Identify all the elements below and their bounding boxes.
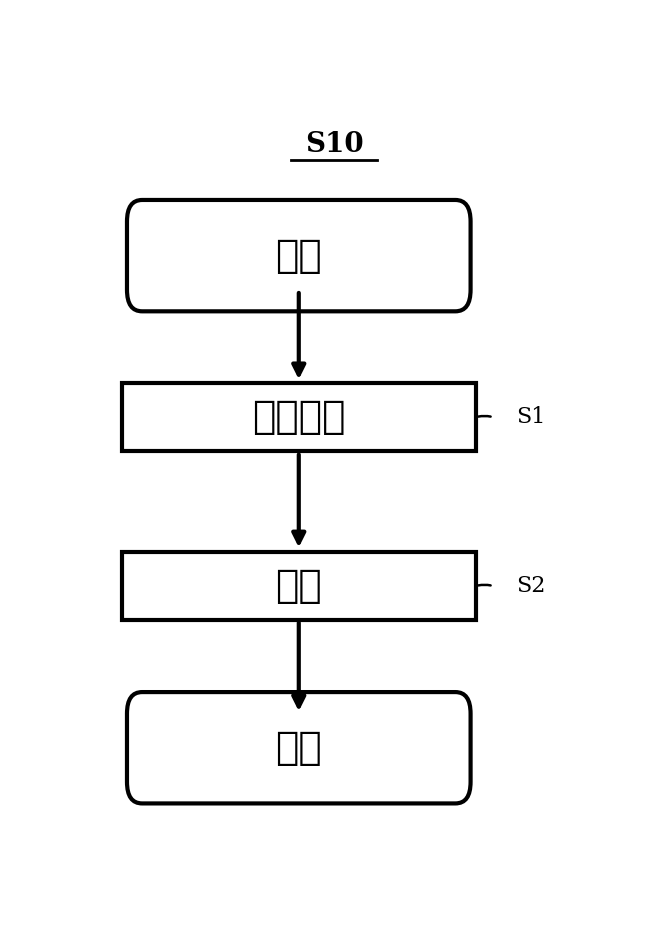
Text: S1: S1 <box>516 406 546 428</box>
Text: S2: S2 <box>516 575 546 597</box>
Text: 结束: 结束 <box>275 729 322 767</box>
FancyBboxPatch shape <box>127 692 471 803</box>
Bar <box>122 552 476 620</box>
Text: 开始: 开始 <box>275 237 322 274</box>
Text: 洗净: 洗净 <box>275 567 322 606</box>
Bar <box>122 383 476 452</box>
Text: 被膜形成: 被膜形成 <box>252 398 346 437</box>
FancyBboxPatch shape <box>127 200 471 312</box>
Text: S10: S10 <box>305 131 363 158</box>
